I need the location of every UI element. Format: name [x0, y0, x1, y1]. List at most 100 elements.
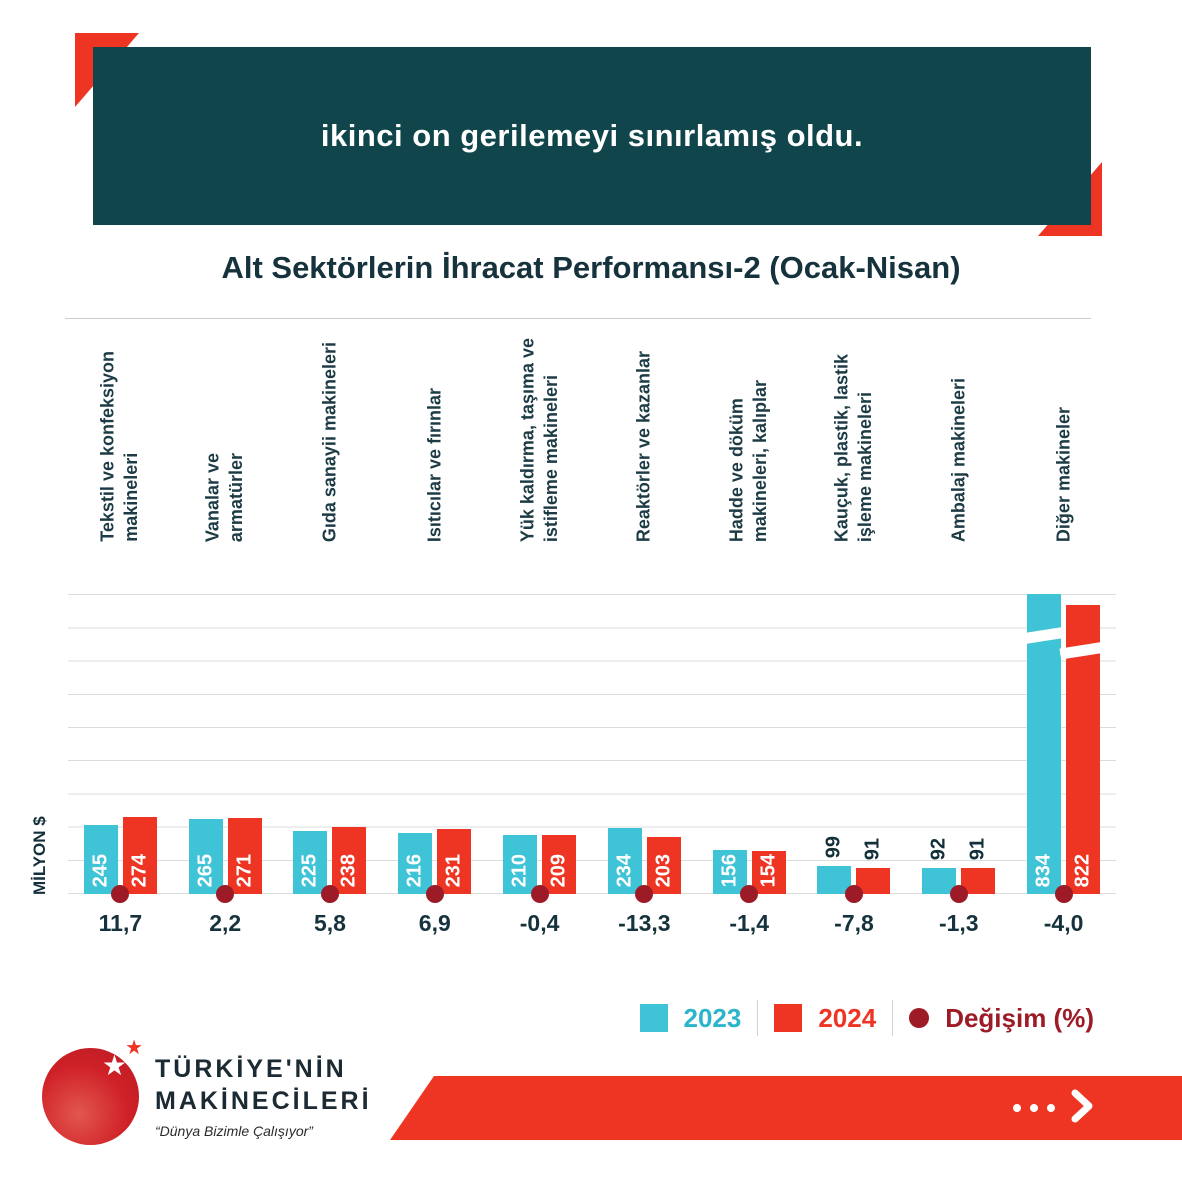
axis-break-icon	[1020, 626, 1068, 645]
change-value: -7,8	[834, 910, 874, 936]
bar-value: 265	[194, 853, 217, 887]
bar-2024: 274	[122, 816, 157, 894]
bar-value: 225	[298, 853, 321, 887]
bar-value: 822	[1071, 853, 1094, 887]
change-value: 11,7	[98, 910, 143, 936]
label-cell: Yük kaldırma, taşıma ve istifleme makine…	[487, 332, 592, 542]
brand-line-1: TÜRKİYE'NİN	[155, 1055, 347, 1084]
legend-label-2023: 2023	[683, 1002, 742, 1033]
brand-line-2: MAKİNECİLERİ	[155, 1086, 372, 1115]
label-cell: Tekstil ve konfeksiyon makineleri	[68, 332, 173, 542]
label-cell: Gıda sanayii makineleri	[278, 332, 383, 542]
bar-2024: 238	[332, 826, 367, 894]
arrow-right-icon[interactable]	[1070, 1089, 1094, 1128]
bar-2024: 822	[1059, 604, 1107, 894]
label-cell: Reaktörler ve kazanlar	[592, 332, 697, 542]
bar-value: 91	[861, 838, 884, 861]
bar-group: 156 154	[697, 562, 802, 903]
header-banner: ikinci on gerilemeyi sınırlamış oldu.	[93, 47, 1091, 225]
category-label: Ambalaj makineleri	[948, 377, 969, 542]
bar-2023: 245	[83, 824, 118, 894]
change-value: 6,9	[418, 910, 451, 936]
label-cell: Hadde ve döküm makineleri, kalıplar	[697, 332, 802, 542]
category-label: Diğer makineler	[1052, 406, 1073, 542]
change-dot-icon	[635, 885, 654, 903]
bar-value: 99	[822, 835, 845, 859]
legend-separator	[892, 1000, 894, 1036]
bar-value: 203	[652, 853, 675, 887]
changes-row: 11,7 2,2 5,8 6,9 -0,4 -13,3 -1,4 -7,8 -1,3 -4,0	[68, 910, 1116, 937]
change-dot-icon	[320, 885, 339, 903]
legend-label-2024: 2024	[818, 1002, 877, 1033]
bar-group: 92 91	[906, 562, 1011, 903]
change-value: -13,3	[618, 910, 671, 936]
bar-value: 210	[508, 853, 531, 887]
legend-separator	[757, 1000, 759, 1036]
category-label: Vanalar ve armatürler	[202, 452, 247, 542]
category-label: Kauçuk, plastik, lastik işleme makineler…	[831, 353, 875, 542]
label-cell: Diğer makineler	[1011, 332, 1116, 542]
bar-value: 231	[442, 853, 465, 887]
bar-group: 834 822	[1011, 562, 1116, 903]
bar-2023: 225	[293, 830, 328, 894]
bar-value: 209	[547, 853, 570, 887]
change-dot-icon	[111, 885, 130, 903]
change-dot-icon	[1054, 885, 1073, 903]
bar-group: 225 238	[278, 562, 383, 903]
chart-title: Alt Sektörlerin İhracat Performansı-2 (O…	[221, 250, 961, 285]
label-cell: Kauçuk, plastik, lastik işleme makineler…	[802, 332, 907, 542]
category-label: Tekstil ve konfeksiyon makineleri	[98, 351, 142, 542]
bar-value: 91	[966, 838, 989, 861]
bar-2024: 209	[542, 835, 577, 894]
category-label: Reaktörler ve kazanlar	[633, 350, 654, 542]
legend: 2023 2024 Değişim (%)	[639, 1000, 1094, 1036]
bar-group: 210 209	[487, 562, 592, 903]
change-value: 2,2	[209, 910, 242, 936]
bar-value: 238	[337, 853, 360, 887]
change-value: -1,3	[938, 910, 979, 936]
brand-text: TÜRKİYE'NİN MAKİNECİLERİ “Dünya Bizimle …	[155, 1054, 372, 1139]
label-cell: Vanalar ve armatürler	[173, 332, 278, 542]
bar-2024: 154	[751, 850, 786, 894]
bar-2023: 265	[188, 819, 223, 894]
chart-area: Tekstil ve konfeksiyon makineleri Vanalar…	[68, 332, 1116, 937]
bar-2024: 203	[646, 836, 681, 894]
bar-2024: 231	[437, 828, 472, 894]
change-dot-icon	[530, 885, 549, 903]
y-axis-label: MİLYON $	[30, 816, 49, 895]
title-divider	[65, 318, 1091, 319]
label-cell: Isıtıcılar ve fırınlar	[382, 332, 487, 542]
category-label: Isıtıcılar ve fırınlar	[424, 387, 445, 542]
logo-circle-icon: ★ ★	[42, 1038, 143, 1145]
bar-group: 99 91	[802, 562, 907, 903]
change-dot-icon	[425, 885, 444, 903]
change-value: -4,0	[1043, 910, 1084, 936]
change-dot-icon	[844, 885, 863, 903]
bar-value: 156	[718, 853, 741, 887]
legend-label-change: Değişim (%)	[945, 1002, 1094, 1033]
bar-value: 234	[613, 853, 636, 887]
category-labels-row: Tekstil ve konfeksiyon makineleri Vanalar…	[68, 332, 1116, 542]
star-icon: ★	[125, 1037, 143, 1059]
change-dot-icon	[949, 885, 968, 903]
change-value: 5,8	[314, 910, 346, 936]
bar-value: 834	[1032, 853, 1055, 887]
star-icon: ★	[101, 1050, 127, 1081]
ellipsis-dot-icon	[1047, 1104, 1055, 1112]
ellipsis-dot-icon	[1030, 1104, 1038, 1112]
brand-tagline: “Dünya Bizimle Çalışıyor”	[155, 1122, 313, 1139]
bar-2023: 216	[398, 833, 433, 894]
header-text: ikinci on gerilemeyi sınırlamış oldu.	[320, 118, 864, 153]
ellipsis-dot-icon	[1013, 1104, 1021, 1112]
bar-group: 234 203	[592, 562, 697, 903]
bar-2023: 210	[503, 834, 538, 894]
bar-2023: 834	[1020, 594, 1068, 894]
change-value: -0,4	[519, 910, 560, 936]
bar-value: 216	[403, 853, 426, 887]
change-value: -1,4	[729, 910, 769, 936]
bar-2023: 156	[712, 850, 747, 894]
bar-value: 245	[89, 853, 112, 887]
bar-value: 271	[233, 853, 256, 887]
bar-group: 265 271	[173, 562, 278, 903]
